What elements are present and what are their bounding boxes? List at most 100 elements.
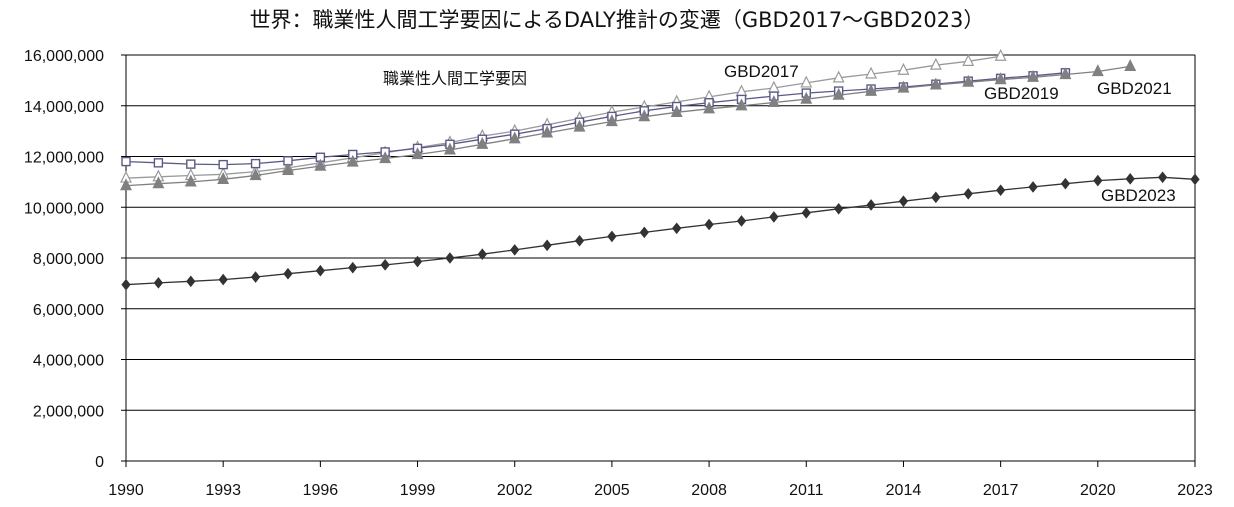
x-tick-label: 2014 [886,482,922,499]
data-point [1027,69,1040,82]
data-point [184,174,197,187]
chart-annotation: 職業性人間工学要因 [383,69,527,88]
data-point [1059,67,1072,80]
data-point [1190,173,1200,186]
data-point [931,191,941,204]
data-point [1028,181,1038,193]
data-point [670,105,683,117]
series-gbd2023 [121,171,1200,291]
data-point [639,226,649,239]
data-point [1157,171,1168,184]
data-point [994,48,1007,61]
y-tick-label: 8,000,000 [33,251,104,268]
data-point [218,159,228,170]
data-point [315,264,326,277]
x-tick-label: 2011 [789,482,824,499]
grid-layer [126,54,1195,411]
series-label-gbd2017: GBD2017 [724,62,799,81]
data-point [380,259,390,271]
data-point [834,202,844,215]
data-point [411,147,424,160]
data-point [1093,174,1103,187]
y-tick-label: 4,000,000 [33,353,104,370]
data-point [607,230,617,243]
data-point [121,156,131,167]
series-line [125,72,1066,166]
data-point [412,255,423,268]
x-tick-label: 2020 [1080,482,1116,499]
y-tick-label: 2,000,000 [33,403,104,420]
data-point [510,244,520,256]
axis-layer: 0 2,000,000 4,000,000 6,000,000 8,000,000 10,… [24,48,1213,499]
data-point [995,184,1006,197]
data-point [541,125,554,138]
data-point [963,188,973,200]
y-tick-label: 16,000,000 [24,48,104,65]
data-point [348,261,358,274]
x-tick-label: 1993 [205,482,241,499]
data-point [704,218,714,231]
label-layer: GBD2017 GBD2019 GBD2021 GBD2023 職業性人間工学要因 [383,62,1176,205]
series-layer [120,48,1200,291]
data-point [769,211,779,223]
x-tick-label: 2008 [691,482,727,499]
data-point [217,171,230,184]
data-point [832,87,845,100]
data-point [153,277,164,289]
data-point [703,101,716,114]
data-point [929,57,942,70]
data-point [605,114,618,127]
data-point [1060,177,1071,190]
series-label-gbd2019: GBD2019 [984,84,1059,103]
series-label-gbd2023: GBD2023 [1101,186,1176,205]
x-tick-label: 2002 [497,482,533,499]
data-point [250,158,261,169]
y-tick-label: 0 [95,454,104,471]
data-point [379,151,392,164]
data-point [735,98,748,111]
y-tick-label: 12,000,000 [24,150,104,167]
data-point [443,142,456,155]
x-tick-label: 2005 [594,482,630,499]
data-point [186,275,196,288]
data-point [1124,59,1137,72]
chart-title: 世界：職業性人間工学要因によるDALY推計の変遷（GBD2017～GBD2023… [249,8,985,32]
x-tick-label: 1996 [303,482,339,499]
data-point [801,207,811,219]
data-point [153,158,164,168]
series-line [125,55,1001,179]
data-point [573,119,586,132]
data-point [865,83,878,96]
data-point [120,178,132,191]
series-gbd2021 [120,59,1137,191]
x-tick-label: 2017 [983,482,1019,499]
y-tick-label: 10,000,000 [24,200,104,217]
data-point [866,199,876,211]
series-label-gbd2021: GBD2021 [1097,79,1172,98]
series-line [125,65,1131,187]
data-point [218,273,228,286]
data-point [994,72,1007,85]
y-tick-label: 14,000,000 [24,99,104,116]
data-point [445,252,455,264]
data-point [314,158,327,171]
x-tick-label: 2023 [1177,482,1213,499]
data-point [962,74,975,87]
y-tick-label: 6,000,000 [33,302,104,319]
data-point [672,222,682,235]
data-point [477,248,487,260]
data-point [962,54,975,66]
data-point [898,195,909,207]
data-point [250,271,261,283]
series-line [125,176,1196,286]
data-point [186,159,196,169]
data-point [346,154,359,167]
data-point [929,77,942,90]
data-point [1125,173,1135,185]
data-point [508,131,521,144]
data-point [897,62,910,75]
x-tick-label: 1990 [108,482,144,499]
data-point [574,234,585,247]
data-point [281,163,294,176]
data-point [152,176,165,189]
